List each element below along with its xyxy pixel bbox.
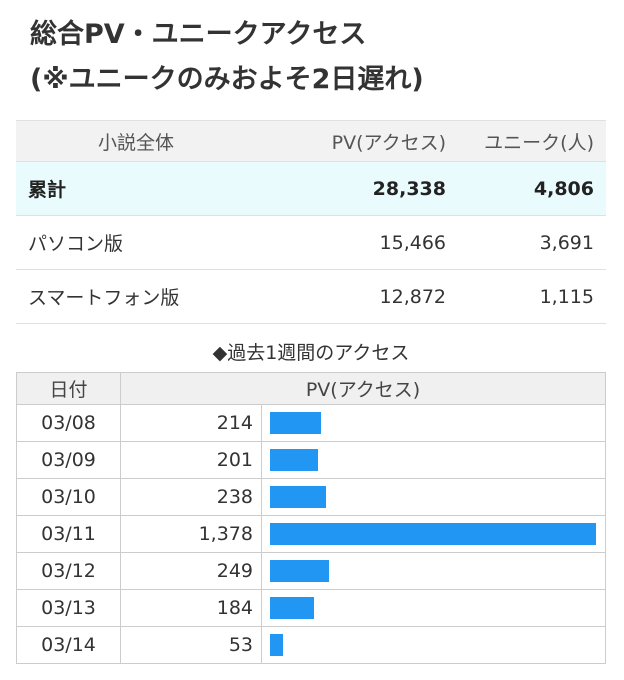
pv-bar bbox=[270, 597, 314, 619]
summary-row-pv: 28,338 bbox=[256, 161, 446, 216]
summary-header-unique: ユニーク(人) bbox=[446, 120, 606, 162]
weekly-pv-value: 53 bbox=[120, 626, 262, 664]
bar-track bbox=[270, 634, 596, 656]
weekly-bar-cell bbox=[261, 626, 606, 664]
weekly-date: 03/11 bbox=[16, 515, 121, 553]
pv-bar bbox=[270, 523, 596, 545]
pv-bar bbox=[270, 560, 329, 582]
weekly-header-pv: PV(アクセス) bbox=[120, 372, 606, 405]
weekly-date: 03/13 bbox=[16, 589, 121, 627]
weekly-date: 03/12 bbox=[16, 552, 121, 590]
page-title-line1: 総合PV・ユニークアクセス bbox=[30, 19, 367, 50]
summary-header-pv: PV(アクセス) bbox=[256, 120, 446, 162]
summary-row-pc: パソコン版 15,466 3,691 bbox=[16, 215, 606, 270]
weekly-pv-value: 201 bbox=[120, 441, 262, 479]
weekly-header-date: 日付 bbox=[16, 372, 121, 405]
weekly-date: 03/09 bbox=[16, 441, 121, 479]
weekly-pv-value: 184 bbox=[120, 589, 262, 627]
weekly-bar-cell bbox=[261, 441, 606, 479]
bar-track bbox=[270, 486, 596, 508]
weekly-section-title: ◆過去1週間のアクセス bbox=[212, 342, 410, 364]
weekly-date: 03/14 bbox=[16, 626, 121, 664]
bar-track bbox=[270, 560, 596, 582]
weekly-access-table: 日付 PV(アクセス) 03/08 214 03/09 201 03/10 238 03/1… bbox=[16, 372, 606, 664]
summary-row-label: 累計 bbox=[16, 161, 256, 216]
weekly-pv-value: 249 bbox=[120, 552, 262, 590]
weekly-bar-cell bbox=[261, 552, 606, 590]
weekly-bar-cell bbox=[261, 589, 606, 627]
page-title-line2: (※ユニークのみおよそ2日遅れ) bbox=[30, 64, 424, 95]
pv-bar bbox=[270, 449, 318, 471]
summary-row-unique: 3,691 bbox=[446, 215, 606, 270]
summary-row-unique: 4,806 bbox=[446, 161, 606, 216]
page-title: 総合PV・ユニークアクセス (※ユニークのみおよそ2日遅れ) bbox=[30, 12, 610, 102]
bar-track bbox=[270, 523, 596, 545]
weekly-bar-cell bbox=[261, 478, 606, 516]
table-row: 03/10 238 bbox=[16, 478, 606, 516]
bar-track bbox=[270, 449, 596, 471]
table-row: 03/09 201 bbox=[16, 441, 606, 479]
summary-row-label: スマートフォン版 bbox=[16, 269, 256, 324]
summary-row-smartphone: スマートフォン版 12,872 1,115 bbox=[16, 269, 606, 324]
bar-track bbox=[270, 412, 596, 434]
weekly-bar-cell bbox=[261, 515, 606, 553]
table-row: 03/08 214 bbox=[16, 404, 606, 442]
pv-bar bbox=[270, 412, 321, 434]
table-row: 03/13 184 bbox=[16, 589, 606, 627]
weekly-pv-value: 238 bbox=[120, 478, 262, 516]
summary-header-scope: 小説全体 bbox=[16, 120, 256, 162]
table-row: 03/14 53 bbox=[16, 626, 606, 664]
pv-bar bbox=[270, 634, 283, 656]
summary-row-total: 累計 28,338 4,806 bbox=[16, 161, 606, 216]
weekly-header-row: 日付 PV(アクセス) bbox=[16, 372, 606, 405]
summary-table: 小説全体 PV(アクセス) ユニーク(人) 累計 28,338 4,806 パソ… bbox=[16, 120, 606, 324]
summary-row-unique: 1,115 bbox=[446, 269, 606, 324]
weekly-date: 03/08 bbox=[16, 404, 121, 442]
bar-track bbox=[270, 597, 596, 619]
weekly-date: 03/10 bbox=[16, 478, 121, 516]
weekly-pv-value: 214 bbox=[120, 404, 262, 442]
weekly-bar-cell bbox=[261, 404, 606, 442]
table-row: 03/12 249 bbox=[16, 552, 606, 590]
table-row: 03/11 1,378 bbox=[16, 515, 606, 553]
summary-header-row: 小説全体 PV(アクセス) ユニーク(人) bbox=[16, 120, 606, 162]
weekly-rows: 03/08 214 03/09 201 03/10 238 03/11 1,378 03/12 2… bbox=[16, 404, 606, 664]
summary-row-label: パソコン版 bbox=[16, 215, 256, 270]
weekly-pv-value: 1,378 bbox=[120, 515, 262, 553]
summary-row-pv: 12,872 bbox=[256, 269, 446, 324]
pv-bar bbox=[270, 486, 326, 508]
summary-row-pv: 15,466 bbox=[256, 215, 446, 270]
